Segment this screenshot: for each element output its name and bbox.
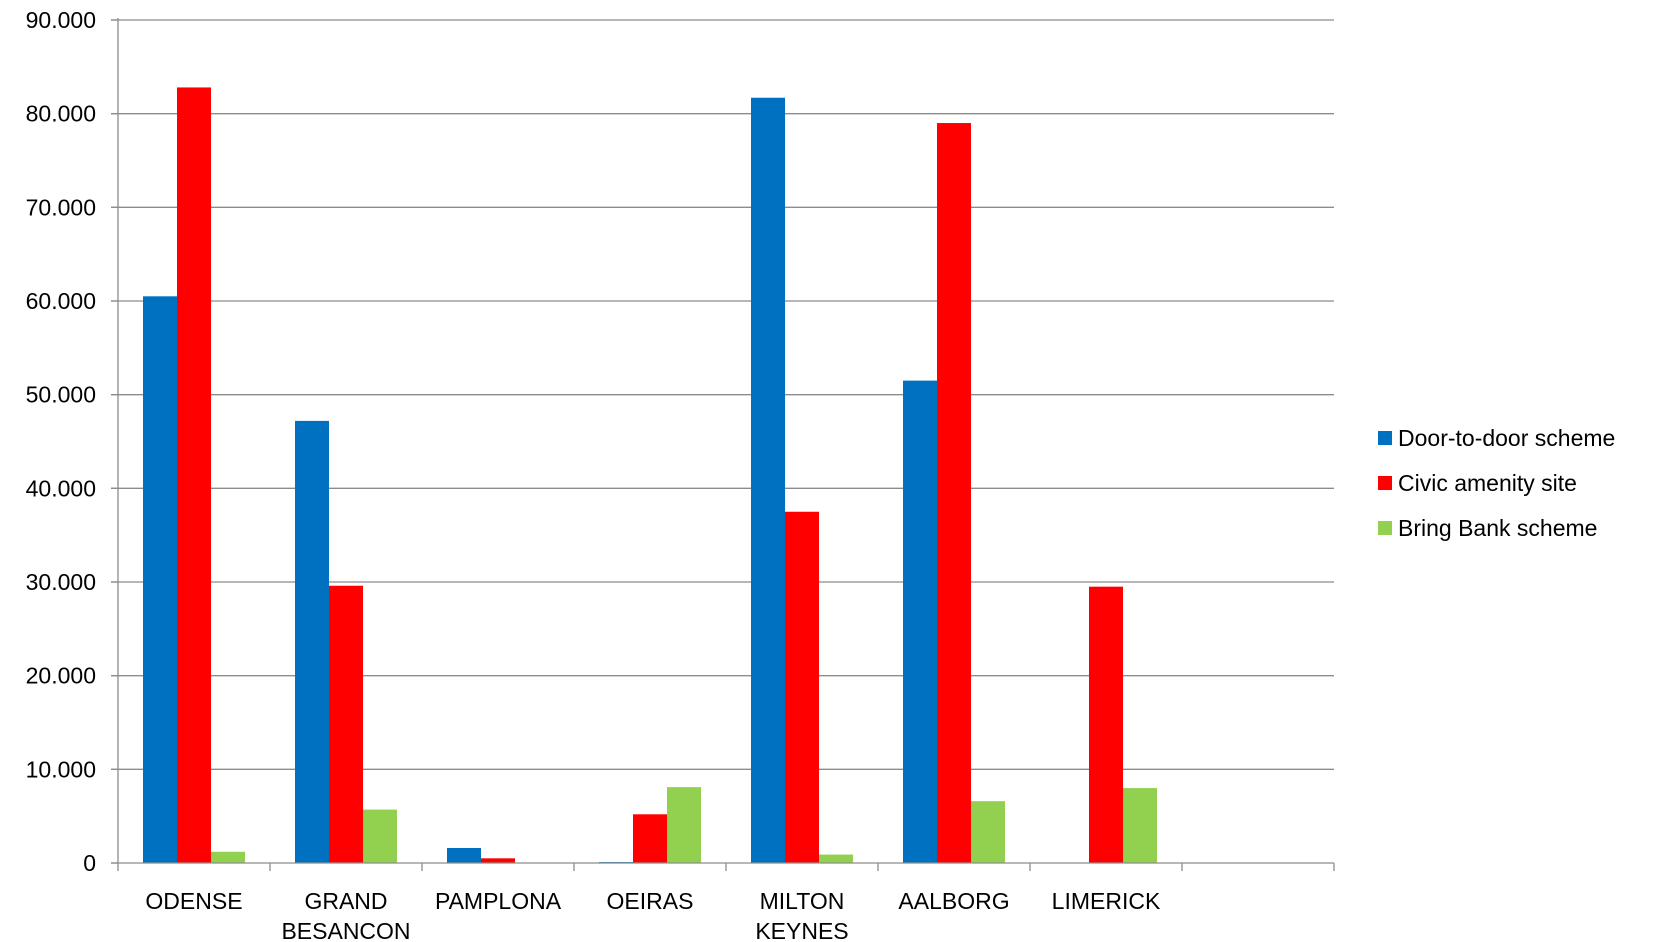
bars	[143, 87, 1157, 864]
bar	[667, 787, 701, 863]
bar	[1123, 788, 1157, 863]
bar	[481, 858, 515, 863]
axes	[111, 18, 1335, 871]
y-tick-label: 30.000	[26, 569, 96, 595]
legend-label: Door-to-door scheme	[1398, 425, 1615, 451]
y-tick-label: 20.000	[26, 663, 96, 689]
x-tick-label: LIMERICK	[1052, 888, 1161, 914]
bar	[633, 814, 667, 863]
bar	[211, 851, 245, 863]
y-tick-labels: 0 10.000 20.000 30.000 40.000 50.000 60.000 70.…	[26, 7, 96, 876]
gridlines	[111, 19, 1334, 770]
legend-swatch	[1378, 476, 1392, 490]
bar	[329, 585, 363, 863]
x-tick-label: KEYNES	[755, 918, 848, 942]
legend-swatch	[1378, 521, 1392, 535]
bar	[1089, 586, 1123, 863]
legend-label: Bring Bank scheme	[1398, 515, 1597, 541]
y-tick-label: 60.000	[26, 288, 96, 314]
y-tick-label: 80.000	[26, 101, 96, 127]
x-tick-label: MILTON	[760, 888, 845, 914]
bar	[971, 801, 1005, 863]
bar	[819, 854, 853, 863]
y-tick-label: 40.000	[26, 475, 96, 501]
legend-label: Civic amenity site	[1398, 470, 1577, 496]
x-tick-label: OEIRAS	[607, 888, 694, 914]
x-tick-label: BESANCON	[281, 918, 410, 942]
legend-swatch	[1378, 431, 1392, 445]
bar	[363, 809, 397, 863]
y-tick-label: 0	[83, 850, 96, 876]
y-tick-label: 10.000	[26, 756, 96, 782]
bar	[447, 848, 481, 863]
x-tick-label: PAMPLONA	[435, 888, 562, 914]
y-tick-label: 50.000	[26, 382, 96, 408]
x-tick-label: GRAND	[304, 888, 387, 914]
bar	[143, 296, 177, 864]
legend: Door-to-door scheme Civic amenity site Bri…	[1378, 425, 1615, 541]
bar	[937, 123, 971, 864]
bar	[751, 97, 785, 863]
x-tick-label: AALBORG	[898, 888, 1009, 914]
y-tick-label: 90.000	[26, 7, 96, 33]
bar	[295, 420, 329, 863]
x-tick-label: ODENSE	[145, 888, 242, 914]
bar	[903, 380, 937, 863]
bar	[177, 87, 211, 863]
x-tick-labels: ODENSE GRAND BESANCON PAMPLONA OEIRAS MILTON K…	[145, 888, 1161, 942]
bar	[785, 511, 819, 863]
y-tick-label: 70.000	[26, 194, 96, 220]
